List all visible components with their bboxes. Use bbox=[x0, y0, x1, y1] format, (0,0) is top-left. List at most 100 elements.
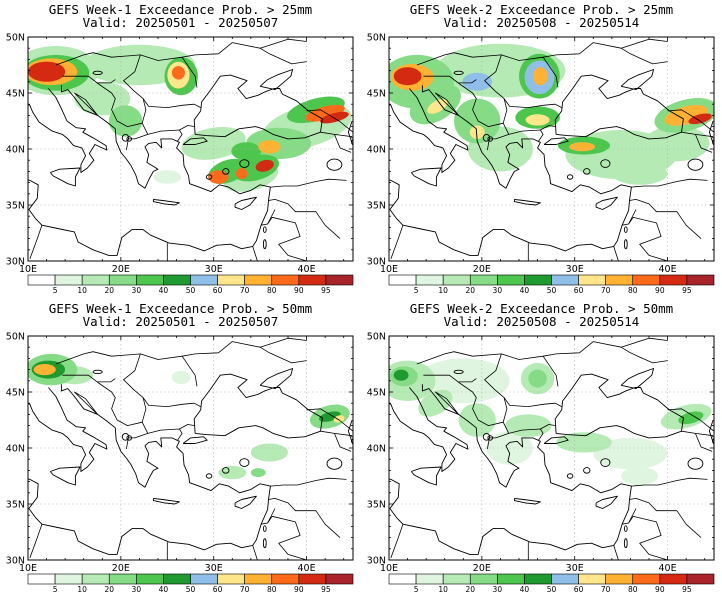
colorbar-swatch bbox=[497, 274, 525, 286]
probability-area bbox=[569, 142, 596, 152]
probability-area bbox=[469, 125, 485, 139]
border-line bbox=[306, 109, 353, 133]
border-line bbox=[123, 353, 147, 423]
lake-outline bbox=[482, 133, 491, 142]
graticule bbox=[28, 37, 353, 261]
border-line bbox=[270, 477, 347, 487]
border-line bbox=[484, 54, 508, 124]
probability-area bbox=[236, 168, 248, 180]
border-line bbox=[97, 79, 116, 84]
coastline bbox=[259, 368, 294, 390]
lat-tick-label: 50N bbox=[6, 33, 25, 44]
coastline bbox=[49, 167, 81, 187]
border-line bbox=[268, 198, 341, 239]
probability-area bbox=[218, 465, 247, 480]
border-line bbox=[55, 351, 198, 387]
border-line bbox=[29, 524, 43, 558]
probability-area bbox=[458, 403, 496, 437]
lake-outline bbox=[623, 538, 628, 549]
probability-area bbox=[305, 104, 345, 122]
coastline bbox=[389, 88, 469, 173]
probability-area bbox=[208, 170, 229, 184]
lake-outline bbox=[222, 168, 230, 175]
coastline bbox=[376, 115, 385, 133]
lake-outline bbox=[92, 70, 103, 75]
lake-outline bbox=[687, 457, 704, 470]
axis-ticks bbox=[27, 335, 353, 561]
border-line bbox=[182, 337, 307, 357]
lake-outline bbox=[326, 158, 343, 171]
colorbar-swatch bbox=[551, 573, 579, 585]
lon-tick-label: 30E bbox=[566, 264, 584, 275]
probability-area bbox=[533, 67, 548, 86]
lon-tick-label: 20E bbox=[473, 563, 491, 574]
colorbar-swatch bbox=[108, 274, 137, 286]
colorbar-label: 60 bbox=[213, 286, 223, 295]
graticule bbox=[389, 336, 714, 560]
coastline bbox=[389, 384, 632, 555]
lake-outline bbox=[262, 525, 267, 532]
border-line bbox=[390, 225, 404, 259]
colorbar-label: 5 bbox=[414, 286, 419, 295]
border-line bbox=[267, 216, 307, 261]
border-line bbox=[179, 424, 196, 430]
border-line bbox=[667, 408, 714, 432]
colorbar-swatch bbox=[298, 573, 327, 585]
border-line bbox=[282, 559, 285, 560]
probability-area bbox=[250, 468, 266, 478]
coastline bbox=[28, 88, 108, 173]
probability-area bbox=[250, 443, 288, 462]
colorbar-swatch bbox=[108, 573, 137, 585]
lake-outline bbox=[623, 525, 628, 532]
border-line bbox=[334, 433, 352, 452]
border-line bbox=[423, 75, 510, 151]
lake-outline bbox=[205, 174, 213, 180]
border-line bbox=[62, 374, 149, 450]
colorbar-label: 20 bbox=[104, 585, 114, 594]
coastline bbox=[234, 495, 257, 509]
border-line bbox=[252, 246, 261, 261]
graticule bbox=[28, 336, 353, 560]
colorbar-swatch bbox=[325, 573, 354, 585]
lake-outline bbox=[121, 432, 130, 441]
colorbar-swatch bbox=[54, 274, 83, 286]
lake-outline bbox=[566, 174, 574, 180]
coastline bbox=[554, 74, 684, 140]
lat-tick-label: 30N bbox=[367, 257, 386, 268]
border-line bbox=[123, 54, 147, 124]
probability-area bbox=[28, 61, 66, 82]
probability-map: 10E 20E 30E 40E 30N 35N 40N 45N 50N 5 10 20 30 40 50 60… bbox=[367, 332, 715, 594]
colorbar-label: 30 bbox=[132, 585, 142, 594]
border-line bbox=[267, 515, 307, 560]
lon-tick-label: 30E bbox=[205, 264, 223, 275]
lake-outline bbox=[92, 369, 103, 374]
border-line bbox=[435, 391, 459, 415]
colorbar-label: 70 bbox=[240, 585, 250, 594]
colorbar-label: 30 bbox=[493, 585, 503, 594]
colorbar-swatch bbox=[190, 274, 218, 286]
coastline bbox=[708, 120, 714, 144]
probability-field bbox=[28, 353, 350, 480]
colorbar-label: 20 bbox=[465, 585, 475, 594]
probability-area bbox=[454, 98, 501, 144]
border-line bbox=[620, 346, 668, 364]
colorbar-swatch bbox=[388, 274, 417, 286]
colorbar-label: 40 bbox=[520, 286, 530, 295]
lake-outline bbox=[121, 133, 130, 142]
coastline bbox=[347, 419, 353, 443]
probability-area bbox=[621, 467, 659, 485]
panel-week2-50mm: GEFS Week-2 Exceedance Prob. > 50mm Vali… bbox=[361, 299, 722, 598]
coastline bbox=[513, 198, 541, 206]
lake-outline bbox=[623, 226, 628, 233]
colorbar-label: 50 bbox=[547, 286, 557, 295]
probability-area bbox=[525, 114, 550, 126]
borders bbox=[29, 337, 353, 560]
probability-area bbox=[108, 105, 143, 137]
lat-tick-label: 30N bbox=[6, 257, 25, 268]
border-line bbox=[643, 260, 646, 261]
border-line bbox=[458, 378, 477, 383]
colorbar-label: 60 bbox=[213, 585, 223, 594]
lat-tick-label: 35N bbox=[367, 201, 386, 212]
coastline bbox=[193, 74, 323, 140]
border-line bbox=[29, 225, 43, 259]
